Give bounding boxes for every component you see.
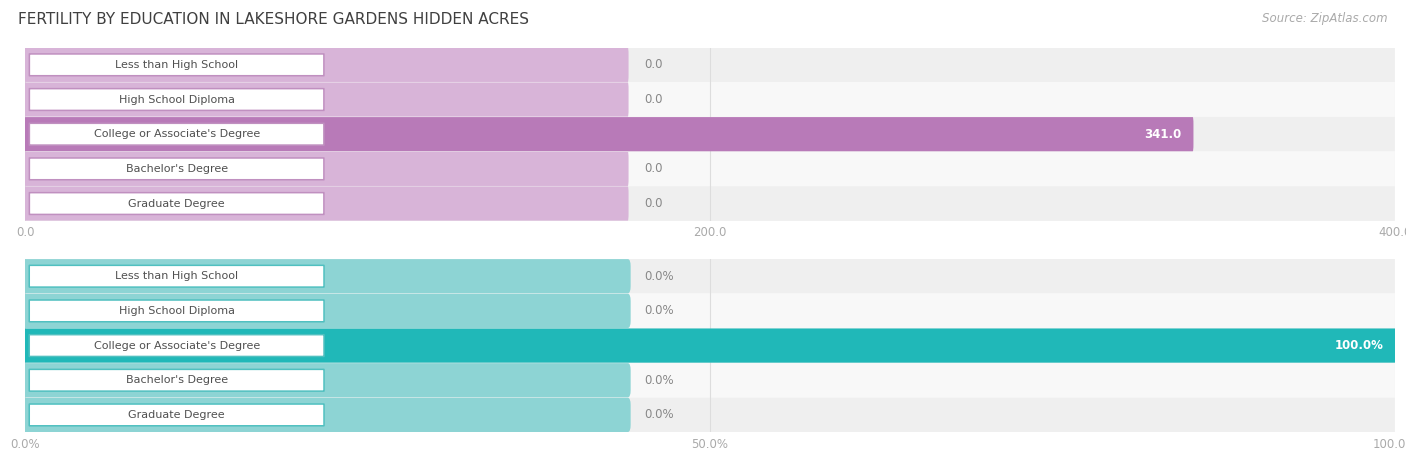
FancyBboxPatch shape bbox=[22, 259, 631, 293]
FancyBboxPatch shape bbox=[25, 117, 1395, 152]
Text: 0.0%: 0.0% bbox=[644, 270, 673, 283]
Text: Less than High School: Less than High School bbox=[115, 60, 238, 70]
Text: Source: ZipAtlas.com: Source: ZipAtlas.com bbox=[1263, 12, 1388, 25]
FancyBboxPatch shape bbox=[30, 404, 323, 426]
Text: 341.0: 341.0 bbox=[1144, 128, 1182, 141]
Text: College or Associate's Degree: College or Associate's Degree bbox=[94, 129, 260, 139]
FancyBboxPatch shape bbox=[25, 363, 1395, 398]
FancyBboxPatch shape bbox=[25, 152, 1395, 186]
FancyBboxPatch shape bbox=[30, 158, 323, 180]
FancyBboxPatch shape bbox=[25, 48, 628, 82]
FancyBboxPatch shape bbox=[25, 152, 628, 186]
Text: Bachelor's Degree: Bachelor's Degree bbox=[125, 164, 228, 174]
FancyBboxPatch shape bbox=[25, 48, 1395, 82]
Text: 0.0: 0.0 bbox=[644, 197, 662, 210]
FancyBboxPatch shape bbox=[30, 335, 323, 356]
FancyBboxPatch shape bbox=[22, 294, 631, 328]
Text: Graduate Degree: Graduate Degree bbox=[128, 199, 225, 209]
FancyBboxPatch shape bbox=[22, 363, 631, 397]
Text: High School Diploma: High School Diploma bbox=[118, 306, 235, 316]
Text: High School Diploma: High School Diploma bbox=[118, 95, 235, 104]
Text: 100.0%: 100.0% bbox=[1334, 339, 1384, 352]
Text: Graduate Degree: Graduate Degree bbox=[128, 410, 225, 420]
FancyBboxPatch shape bbox=[25, 328, 1395, 363]
Text: 0.0%: 0.0% bbox=[644, 374, 673, 387]
FancyBboxPatch shape bbox=[30, 370, 323, 391]
Text: 0.0%: 0.0% bbox=[644, 304, 673, 317]
Text: 0.0%: 0.0% bbox=[644, 408, 673, 421]
FancyBboxPatch shape bbox=[30, 124, 323, 145]
FancyBboxPatch shape bbox=[25, 82, 1395, 117]
Text: Less than High School: Less than High School bbox=[115, 271, 238, 281]
FancyBboxPatch shape bbox=[25, 186, 1395, 221]
FancyBboxPatch shape bbox=[25, 398, 1395, 432]
FancyBboxPatch shape bbox=[22, 329, 1398, 362]
Text: Bachelor's Degree: Bachelor's Degree bbox=[125, 375, 228, 385]
Text: 0.0: 0.0 bbox=[644, 93, 662, 106]
Text: 0.0: 0.0 bbox=[644, 162, 662, 175]
Text: FERTILITY BY EDUCATION IN LAKESHORE GARDENS HIDDEN ACRES: FERTILITY BY EDUCATION IN LAKESHORE GARD… bbox=[18, 12, 529, 27]
FancyBboxPatch shape bbox=[30, 266, 323, 287]
FancyBboxPatch shape bbox=[22, 398, 631, 432]
FancyBboxPatch shape bbox=[30, 300, 323, 322]
FancyBboxPatch shape bbox=[25, 259, 1395, 294]
FancyBboxPatch shape bbox=[25, 117, 1194, 151]
Text: 0.0: 0.0 bbox=[644, 58, 662, 71]
Text: College or Associate's Degree: College or Associate's Degree bbox=[94, 341, 260, 351]
FancyBboxPatch shape bbox=[30, 54, 323, 76]
FancyBboxPatch shape bbox=[30, 193, 323, 214]
FancyBboxPatch shape bbox=[25, 294, 1395, 328]
FancyBboxPatch shape bbox=[25, 187, 628, 220]
FancyBboxPatch shape bbox=[30, 89, 323, 110]
FancyBboxPatch shape bbox=[25, 83, 628, 116]
